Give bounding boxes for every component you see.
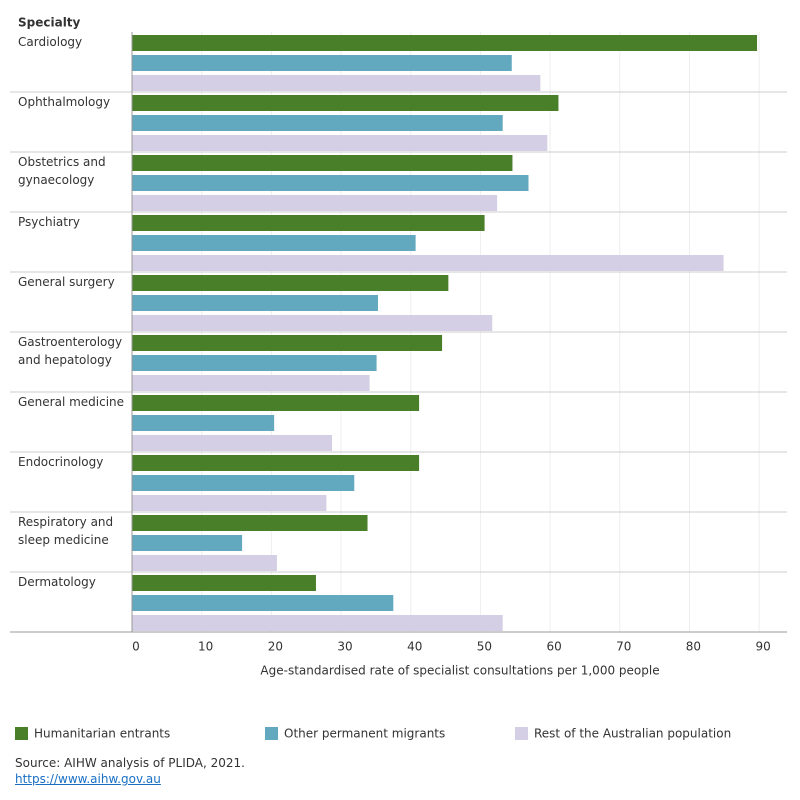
source: Source: AIHW analysis of PLIDA, 2021. [15,756,245,770]
y-axis-title: Specialty [18,16,81,30]
category-label: Psychiatry [18,215,81,229]
bar [132,135,548,151]
bar [132,335,443,351]
bar [132,595,394,611]
x-tick-label: 50 [477,640,492,654]
bar [132,215,485,231]
bar [132,355,377,371]
legend-label: Rest of the Australian population [534,727,731,741]
x-tick-label: 90 [755,640,770,654]
bar [132,155,513,171]
bar [132,35,758,51]
bar [132,415,275,431]
x-tick-label: 80 [686,640,701,654]
bar [132,515,368,531]
legend-swatch [265,727,278,740]
bar [132,315,493,331]
bar [132,455,420,471]
link-wrap: https://www.aihw.gov.au [15,772,161,786]
bar [132,195,498,211]
category-label: Obstetrics and gynaecology [18,155,106,187]
bar [132,235,416,251]
source-link[interactable]: https://www.aihw.gov.au [15,772,161,786]
bar [132,495,327,511]
legend-label: Other permanent migrants [284,727,445,741]
x-tick-label: 70 [616,640,631,654]
legend-swatch [15,727,28,740]
x-tick-label: 10 [198,640,213,654]
x-tick-label: 60 [546,640,561,654]
category-label: General medicine [18,395,125,409]
bar [132,615,503,631]
category-label: Dermatology [18,575,96,589]
bar [132,175,529,191]
bar [132,475,355,491]
bar [132,555,277,571]
x-axis-title: Age-standardised rate of specialist cons… [260,664,659,678]
category-label: Endocrinology [18,455,104,469]
category-label: Cardiology [18,35,83,49]
x-tick-label: 40 [407,640,422,654]
bar [132,435,332,451]
bar [132,75,541,91]
legend-swatch [515,727,528,740]
x-tick-label: 30 [337,640,352,654]
bar [132,255,724,271]
bar [132,535,243,551]
bar [132,395,420,411]
bar [132,375,370,391]
category-label: Respiratory and sleep medicine [18,515,114,547]
bar [132,95,559,111]
x-tick-label: 0 [132,640,140,654]
category-label: Ophthalmology [18,95,111,109]
bar [132,575,316,591]
bar [132,295,378,311]
legend-label: Humanitarian entrants [34,727,170,741]
bar [132,115,503,131]
category-label: Gastroenterology and hepatology [18,335,123,367]
bar [132,55,512,71]
category-label: General surgery [18,275,115,289]
bar [132,275,449,291]
x-tick-label: 20 [268,640,283,654]
